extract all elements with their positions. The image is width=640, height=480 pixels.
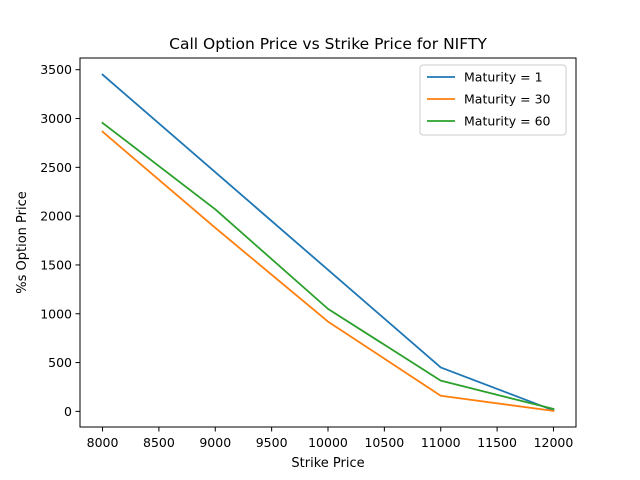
x-tick-label: 10000: [308, 435, 348, 450]
legend-box: [419, 64, 567, 136]
legend-entry-label: Maturity = 30: [464, 92, 551, 107]
chart-title: Call Option Price vs Strike Price for NI…: [169, 35, 487, 53]
y-tick-label: 2500: [40, 160, 72, 175]
x-tick-label: 9500: [256, 435, 288, 450]
series-line-1: [101, 73, 555, 412]
y-tick-label: 1500: [40, 257, 72, 272]
x-tick-label: 11000: [421, 435, 461, 450]
series-line-3: [101, 121, 555, 411]
y-axis: 0 500 1000 1500 2000 2500 3000 3500: [40, 62, 80, 419]
legend: Maturity = 1 Maturity = 30 Maturity = 60: [419, 64, 567, 136]
y-tick-label: 0: [64, 404, 72, 419]
y-tick-label: 3500: [40, 62, 72, 77]
x-axis-label: Strike Price: [291, 456, 364, 471]
series-line-2: [101, 130, 555, 412]
y-tick-label: 2000: [40, 209, 72, 224]
x-tick-label: 11500: [477, 435, 517, 450]
legend-entry-label: Maturity = 60: [464, 114, 551, 129]
x-axis: 8000 8500 9000 9500 10000 10500 11000 11500 1200…: [87, 427, 574, 450]
x-tick-label: 10500: [364, 435, 404, 450]
y-tick-label: 3000: [40, 111, 72, 126]
x-tick-label: 8000: [87, 435, 119, 450]
y-axis-label: %s Option Price: [15, 191, 30, 294]
legend-entry-label: Maturity = 1: [464, 70, 543, 85]
x-tick-label: 12000: [534, 435, 574, 450]
y-tick-label: 1000: [40, 306, 72, 321]
x-tick-label: 9000: [199, 435, 231, 450]
y-tick-label: 500: [48, 355, 72, 370]
series-layer: [101, 73, 555, 412]
x-tick-label: 8500: [143, 435, 175, 450]
